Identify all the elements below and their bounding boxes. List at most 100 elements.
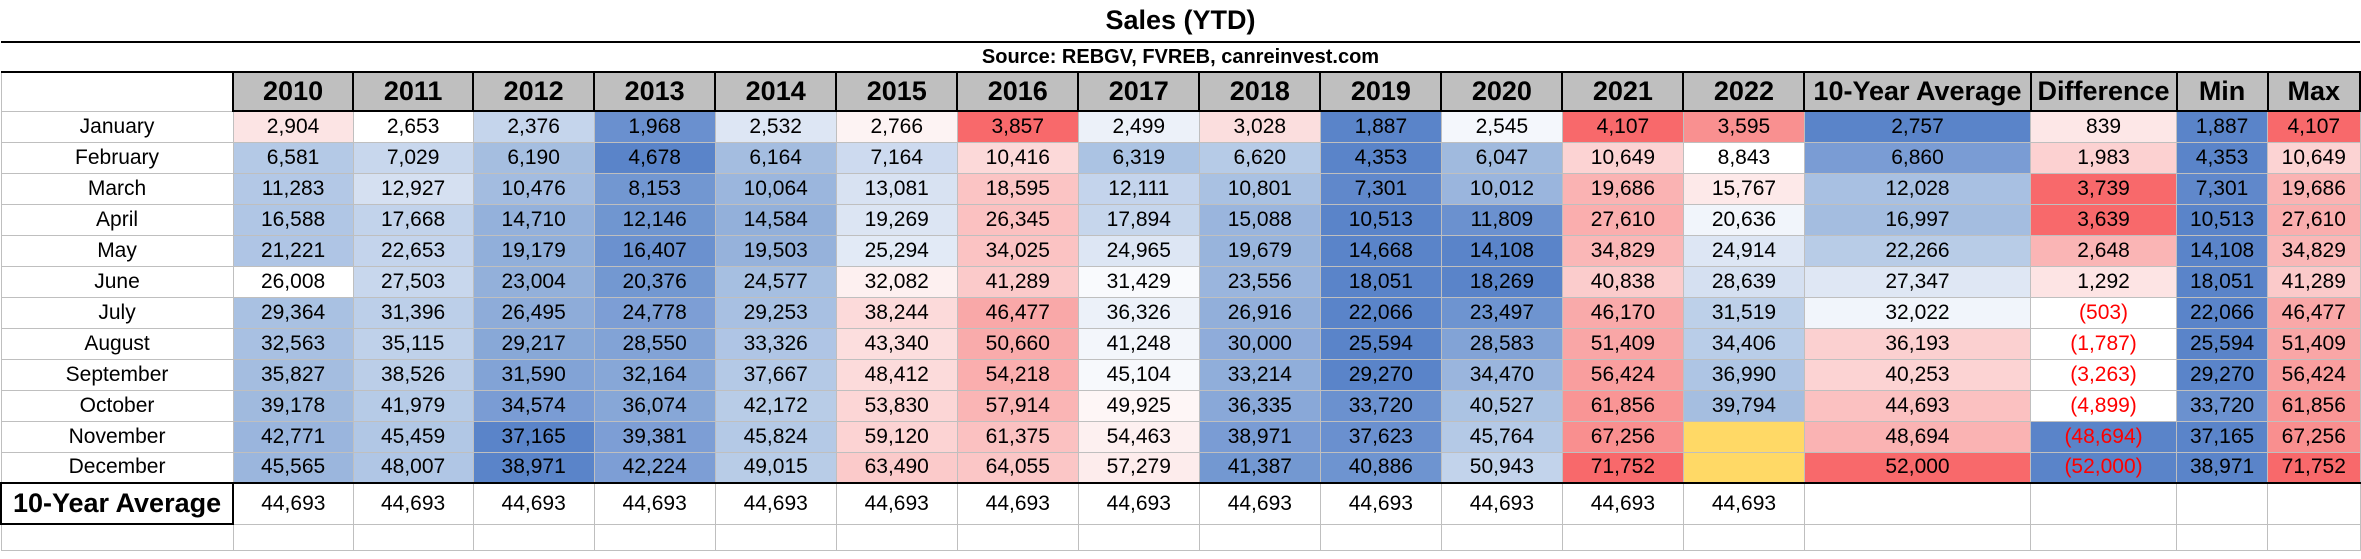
data-cell: 36,193 [1803,327,2032,360]
data-cell: 7,301 [2176,172,2269,205]
average-cell [1803,482,2032,525]
data-cell: 23,004 [472,265,595,298]
data-cell: 22,066 [2176,296,2269,329]
data-cell: 38,971 [1198,420,1321,453]
column-header: 2020 [1440,71,1564,112]
data-cell: 6,581 [232,141,354,174]
empty-cell [1440,523,1563,551]
data-cell: 4,353 [2176,141,2269,174]
data-cell: 31,590 [472,358,595,391]
data-cell: 34,025 [956,234,1079,267]
data-cell: 839 [2030,110,2178,143]
average-cell: 44,693 [1319,482,1442,525]
data-cell: 32,563 [232,327,354,360]
data-cell: 41,387 [1198,451,1321,484]
data-cell: 31,429 [1077,265,1200,298]
data-cell: 16,997 [1803,203,2032,236]
empty-cell [0,523,234,551]
data-cell: 21,221 [232,234,354,267]
average-cell: 44,693 [1682,482,1805,525]
data-cell: 14,584 [714,203,837,236]
column-header: Difference [2029,71,2178,112]
data-cell: 39,178 [232,389,354,422]
data-cell: 30,000 [1198,327,1321,360]
average-cell: 44,693 [1077,482,1200,525]
data-cell: 29,270 [1319,358,1442,391]
data-cell: 31,396 [352,296,474,329]
data-cell: 45,104 [1077,358,1200,391]
table-row: April 16,588 17,668 14,710 12,146 14,584 19,26… [0,203,2361,236]
table-title: Sales (YTD) [1,0,2360,43]
data-cell: 54,463 [1077,420,1200,453]
data-cell: 27,503 [352,265,474,298]
data-cell: 2,653 [352,110,474,143]
data-cell: 48,694 [1803,420,2032,453]
data-cell: 11,283 [232,172,354,205]
month-label: January [0,110,234,143]
data-cell: 19,179 [472,234,595,267]
data-cell: 10,513 [1319,203,1442,236]
data-cell: 10,064 [714,172,837,205]
data-cell: 16,588 [232,203,354,236]
column-header: Max [2266,71,2361,112]
data-cell: (503) [2030,296,2178,329]
data-cell: 64,055 [956,451,1079,484]
empty-cell [835,523,958,551]
data-cell: 71,752 [2267,451,2361,484]
average-cell: 44,693 [472,482,595,525]
empty-cell [352,523,474,551]
data-cell: 19,686 [1561,172,1684,205]
month-label: August [0,327,234,360]
data-cell: 34,829 [1561,234,1684,267]
data-cell: 23,556 [1198,265,1321,298]
corner-cell [0,71,234,112]
average-cell [2030,482,2178,525]
data-cell: 59,120 [835,420,958,453]
data-cell: 26,916 [1198,296,1321,329]
data-cell: (4,899) [2030,389,2178,422]
month-label: February [0,141,234,174]
empty-cell [593,523,716,551]
data-cell: 37,165 [2176,420,2269,453]
data-cell: 24,914 [1682,234,1805,267]
data-cell: 34,829 [2267,234,2361,267]
data-cell: 38,244 [835,296,958,329]
month-label: November [0,420,234,453]
data-cell: 27,610 [2267,203,2361,236]
data-cell: 28,550 [593,327,716,360]
column-header: 2021 [1561,71,1685,112]
month-label: September [0,358,234,391]
average-cell: 44,693 [956,482,1079,525]
data-cell: 19,686 [2267,172,2361,205]
data-cell: 26,345 [956,203,1079,236]
column-header: 10-Year Average [1803,71,2032,112]
data-cell: 3,028 [1198,110,1321,143]
empty-row [0,523,2361,551]
data-cell: 57,279 [1077,451,1200,484]
data-cell: 37,667 [714,358,837,391]
data-cell: 17,668 [352,203,474,236]
data-cell: 1,887 [2176,110,2269,143]
data-cell: 40,886 [1319,451,1442,484]
data-cell: 24,577 [714,265,837,298]
data-cell: 40,253 [1803,358,2032,391]
data-cell: 34,406 [1682,327,1805,360]
empty-cell [2176,523,2269,551]
data-cell [1682,451,1805,484]
data-cell: 19,679 [1198,234,1321,267]
data-cell: 32,022 [1803,296,2032,329]
data-cell: 39,794 [1682,389,1805,422]
data-cell: (3,263) [2030,358,2178,391]
table-row: October 39,178 41,979 34,574 36,074 42,172 53,… [0,389,2361,422]
data-cell: 37,165 [472,420,595,453]
empty-cell [2030,523,2178,551]
data-cell: 14,108 [1440,234,1563,267]
data-cell: 34,574 [472,389,595,422]
table-row: December 45,565 48,007 38,971 42,224 49,015 63… [0,451,2361,484]
data-cell: 71,752 [1561,451,1684,484]
data-cell: 12,028 [1803,172,2032,205]
header-row: 2010 2011 2012 2013 2014 2015 2016 2017 2018 2019… [0,71,2361,112]
data-cell: 27,347 [1803,265,2032,298]
data-cell: 4,353 [1319,141,1442,174]
